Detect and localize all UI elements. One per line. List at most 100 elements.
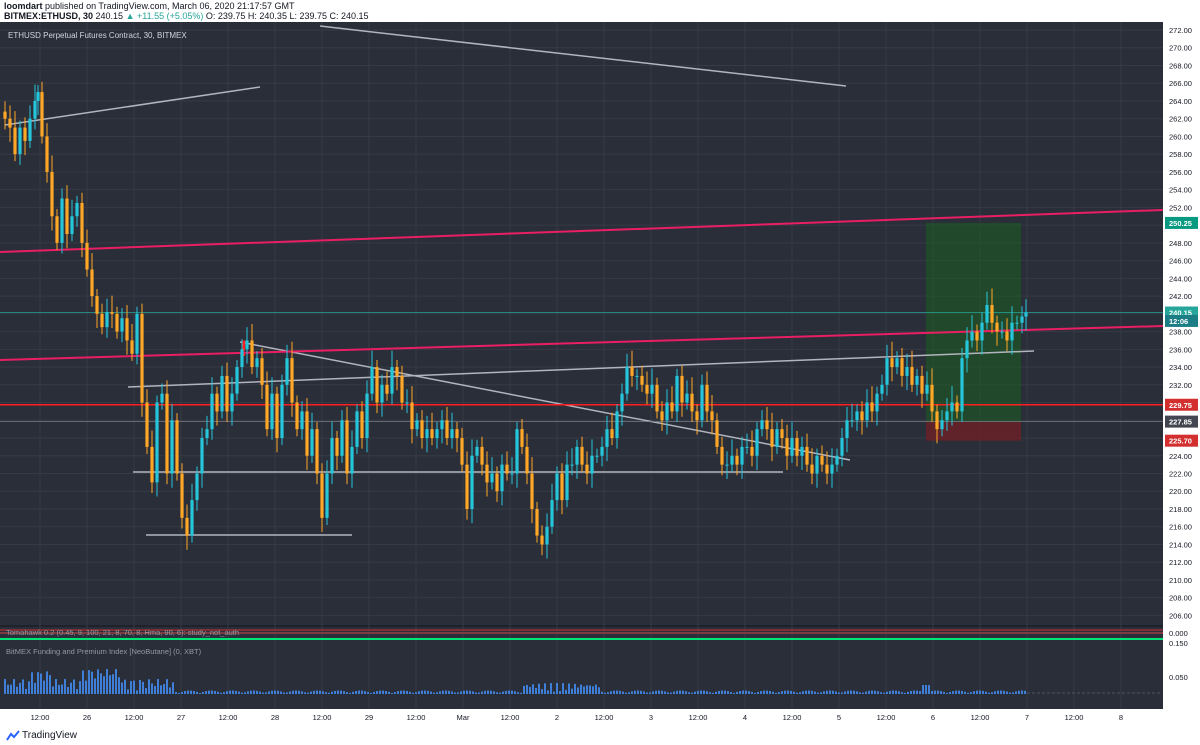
price-tick-label: 270.00 xyxy=(1169,44,1192,53)
candle-body xyxy=(250,340,254,368)
candle-body xyxy=(285,358,289,385)
time-tick-label: 12:00 xyxy=(219,713,238,722)
candle-body xyxy=(300,411,304,430)
candle-body xyxy=(100,313,104,328)
funding-bar xyxy=(1021,690,1023,694)
price-chart[interactable]: ETHUSD Perpetual Futures Contract, 30, B… xyxy=(0,22,1200,727)
funding-bar xyxy=(523,685,525,694)
candle-body xyxy=(550,500,554,527)
warning-mark-annotation: ! xyxy=(240,336,247,361)
funding-bar xyxy=(721,690,723,694)
candle-body xyxy=(740,446,744,465)
candle-body xyxy=(960,358,964,412)
time-tick-label: 12:00 xyxy=(313,713,332,722)
funding-bar xyxy=(241,692,243,694)
funding-bar xyxy=(985,691,987,694)
funding-bar xyxy=(772,691,774,694)
candle-body xyxy=(875,393,879,412)
funding-bar xyxy=(364,691,366,694)
candle-body xyxy=(260,358,264,385)
funding-bar xyxy=(406,690,408,694)
candle-body xyxy=(605,429,609,447)
funding-bar xyxy=(376,691,378,694)
candle-body xyxy=(905,367,909,376)
grid-lines xyxy=(0,22,1163,709)
funding-bar xyxy=(361,690,363,694)
funding-bar xyxy=(385,691,387,694)
funding-bar xyxy=(193,691,195,694)
funding-bar xyxy=(982,690,984,694)
funding-bar xyxy=(118,677,120,694)
candle-body xyxy=(225,375,229,412)
funding-bar xyxy=(220,692,222,694)
candle-body xyxy=(13,127,17,155)
candle-body xyxy=(430,429,434,439)
funding-bar xyxy=(478,692,480,694)
funding-bar xyxy=(517,692,519,694)
funding-bar xyxy=(847,690,849,694)
candle-body xyxy=(895,358,899,368)
funding-bar xyxy=(1024,690,1026,694)
funding-bar xyxy=(370,692,372,694)
candle-body xyxy=(805,446,809,465)
candle-body xyxy=(270,393,274,430)
funding-bar xyxy=(268,691,270,694)
candle-body xyxy=(755,429,759,456)
funding-pane-bg xyxy=(0,640,1163,709)
funding-bar xyxy=(262,692,264,694)
candle-body xyxy=(345,420,349,474)
candle-body xyxy=(790,438,794,456)
funding-bar xyxy=(697,690,699,694)
candle-body xyxy=(500,464,504,492)
candle-body xyxy=(690,393,694,412)
funding-bar xyxy=(475,692,477,694)
time-tick-label: 12:00 xyxy=(877,713,896,722)
funding-bar xyxy=(496,692,498,694)
funding-bar xyxy=(724,690,726,694)
funding-bar xyxy=(358,690,360,694)
funding-bar xyxy=(784,690,786,694)
time-tick-label: 12:00 xyxy=(407,713,426,722)
candle-body xyxy=(750,446,754,456)
funding-bar xyxy=(586,685,588,694)
funding-bar xyxy=(967,692,969,694)
candle-body xyxy=(370,367,374,394)
candle-body xyxy=(925,384,929,394)
candle-body xyxy=(900,358,904,376)
funding-bar xyxy=(25,688,27,694)
funding-bar xyxy=(103,676,105,694)
price-tag-label: 227.85 xyxy=(1169,418,1192,427)
candle-body xyxy=(520,429,524,447)
funding-bar xyxy=(781,691,783,694)
funding-bar xyxy=(538,683,540,694)
funding-bar xyxy=(709,692,711,694)
candle-body xyxy=(665,402,669,421)
candle-body xyxy=(445,420,449,439)
candle-body xyxy=(775,429,779,447)
funding-bar xyxy=(553,691,555,694)
funding-bar xyxy=(577,687,579,694)
funding-bar xyxy=(388,691,390,694)
candle-body xyxy=(495,473,499,492)
candle-body xyxy=(570,464,574,466)
funding-bar xyxy=(757,691,759,694)
funding-bar xyxy=(907,691,909,694)
candle-body xyxy=(655,384,659,412)
funding-bar xyxy=(250,690,252,694)
tradingview-brand[interactable]: TradingView xyxy=(22,730,78,741)
funding-bar xyxy=(1015,691,1017,694)
candle-body xyxy=(975,331,979,341)
publisher-name[interactable]: loomdart xyxy=(4,1,43,11)
funding-bar xyxy=(7,684,9,694)
funding-bar xyxy=(871,690,873,694)
funding-bar xyxy=(934,690,936,694)
funding-bar xyxy=(91,671,93,694)
candle-body xyxy=(28,118,32,141)
price-tick-label: 210.00 xyxy=(1169,576,1192,585)
candle-body xyxy=(920,375,924,394)
candle-body xyxy=(420,420,424,439)
funding-bar xyxy=(694,691,696,694)
candle-body xyxy=(120,318,124,332)
funding-bar xyxy=(592,686,594,694)
funding-bar xyxy=(883,692,885,694)
